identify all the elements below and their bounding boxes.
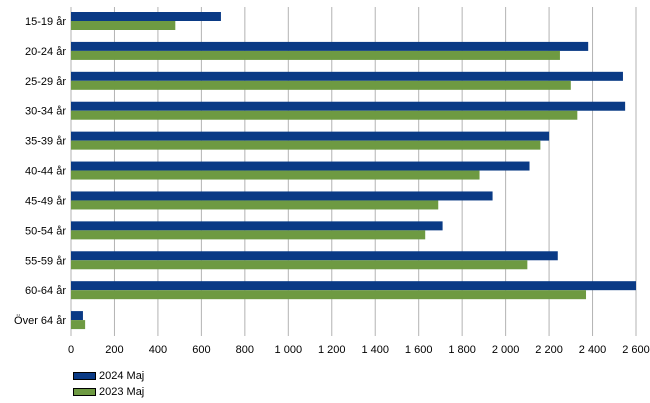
bar-2023-0 (71, 21, 176, 30)
bar-2024-4 (71, 131, 550, 141)
bar-2024-5 (71, 161, 530, 171)
category-label-0: 15-19 år (25, 16, 66, 28)
legend-swatch-2023 (73, 388, 96, 396)
bar-2024-9 (71, 281, 636, 291)
x-tick-label-12: 2 400 (579, 344, 607, 356)
x-tick-label-8: 1 600 (405, 344, 433, 356)
x-tick-label-3: 600 (192, 344, 210, 356)
bar-2023-9 (71, 290, 587, 300)
x-tick-labels: 0 200 400 600 800 1 000 1 200 1 400 1 600 1 800 2 … (68, 344, 650, 356)
x-tick-label-13: 2 600 (622, 344, 650, 356)
bar-2023-6 (71, 200, 439, 210)
category-label-9: 60-64 år (25, 285, 66, 297)
x-tick-label-11: 2 200 (535, 344, 563, 356)
x-tick-label-10: 2 000 (492, 344, 520, 356)
bar-2024-2 (71, 71, 623, 81)
x-tick-label-1: 200 (105, 344, 123, 356)
bar-2023-2 (71, 80, 571, 90)
bar-2023-5 (71, 170, 480, 180)
bar-2023-4 (71, 140, 541, 150)
legend-item-2024: 2024 Maj (73, 368, 144, 384)
legend-label-2023: 2023 Maj (99, 386, 145, 398)
x-tick-label-9: 1 800 (448, 344, 476, 356)
x-tick-label-0: 0 (68, 344, 74, 356)
legend-swatch-2024 (73, 372, 96, 380)
x-tick-label-6: 1 200 (318, 344, 346, 356)
legend-label-2024: 2024 Maj (99, 370, 145, 382)
legend: 2024 Maj 2023 Maj (73, 368, 144, 400)
category-label-1: 20-24 år (25, 46, 66, 58)
category-label-4: 35-39 år (25, 136, 66, 148)
x-tick-label-2: 400 (149, 344, 167, 356)
legend-item-2023: 2023 Maj (73, 384, 144, 400)
category-label-6: 45-49 år (25, 195, 66, 207)
category-label-8: 55-59 år (25, 255, 66, 267)
category-label-7: 50-54 år (25, 225, 66, 237)
bar-2023-3 (71, 110, 578, 120)
bar-2023-8 (71, 260, 528, 270)
category-label-10: Över 64 år (14, 315, 66, 327)
x-tick-label-5: 1 000 (275, 344, 303, 356)
bar-2024-6 (71, 191, 493, 201)
bar-2024-1 (71, 41, 589, 51)
bar-2024-0 (71, 12, 221, 21)
bar-2023-1 (71, 50, 560, 60)
x-tick-label-4: 800 (236, 344, 254, 356)
category-label-3: 30-34 år (25, 106, 66, 118)
bar-2024-10 (71, 311, 83, 321)
bars (71, 12, 636, 330)
category-labels: 15-19 år 20-24 år 25-29 år 30-34 år 35-39 år… (14, 16, 66, 327)
bar-2023-7 (71, 230, 426, 240)
x-tick-label-7: 1 400 (361, 344, 389, 356)
bar-2024-7 (71, 221, 443, 231)
category-label-2: 25-29 år (25, 76, 66, 88)
bar-2023-10 (71, 320, 86, 330)
bar-2024-3 (71, 101, 626, 111)
category-label-5: 40-44 år (25, 166, 66, 178)
bar-2024-8 (71, 251, 558, 261)
